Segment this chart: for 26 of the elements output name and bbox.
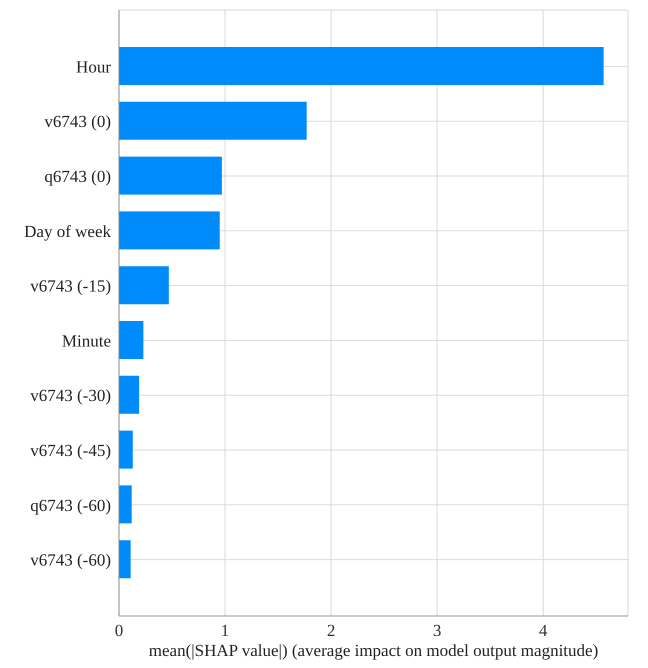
bar: [119, 376, 140, 414]
x-tick-label: 2: [326, 621, 336, 640]
x-axis-title: mean(|SHAP value|) (average impact on model output magnitude): [148, 641, 598, 660]
y-tick-label: v6743 (-45): [30, 441, 111, 460]
y-tick-label: Minute: [62, 331, 111, 350]
bar: [119, 321, 144, 359]
y-tick-label: q6743 (-60): [30, 496, 111, 515]
y-tick-label: q6743 (0): [44, 167, 111, 186]
x-tick-label: 1: [220, 621, 230, 640]
y-tick-label: v6743 (-60): [30, 550, 111, 570]
y-tick-label: v6743 (0): [44, 112, 111, 132]
y-tick-label: Day of week: [24, 222, 112, 241]
bar: [119, 156, 222, 195]
bar: [119, 211, 220, 250]
y-tick-label: v6743 (-15): [30, 276, 111, 296]
x-tick-label: 3: [432, 621, 442, 640]
bar: [119, 430, 133, 469]
bar: [119, 540, 131, 578]
bar: [119, 266, 169, 304]
x-tick-label: 0: [114, 621, 124, 640]
bar: [119, 485, 132, 524]
bar: [119, 47, 604, 85]
bar: [119, 102, 307, 140]
x-tick-label: 4: [538, 621, 548, 640]
y-tick-label: Hour: [76, 57, 112, 76]
y-tick-label: v6743 (-30): [30, 386, 111, 406]
